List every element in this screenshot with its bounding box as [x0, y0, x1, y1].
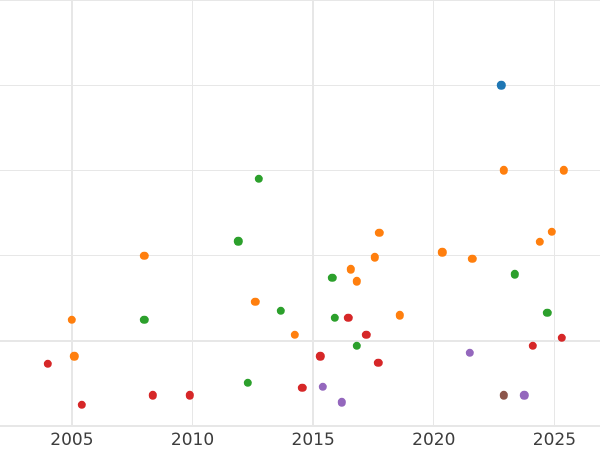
gridline-vertical — [312, 0, 314, 427]
data-point-red — [77, 400, 86, 410]
x-tick-label: 2010 — [170, 430, 215, 450]
gridline-vertical — [71, 0, 73, 427]
gridline-vertical — [433, 0, 435, 427]
data-point-red — [343, 313, 353, 323]
gridline-vertical — [191, 0, 194, 427]
data-point-purple — [520, 391, 529, 400]
gridline-horizontal — [0, 254, 600, 257]
data-point-red — [316, 352, 325, 361]
data-point-orange — [559, 166, 569, 175]
data-point-red — [185, 391, 195, 400]
data-point-orange — [535, 237, 545, 247]
gridline-horizontal — [0, 0, 600, 1]
x-tick-label: 2020 — [412, 430, 456, 450]
gridline-vertical — [553, 0, 556, 427]
x-tick-label: 2015 — [291, 430, 335, 450]
data-point-green — [352, 341, 361, 351]
data-point-red — [362, 330, 371, 340]
gridline-horizontal — [0, 84, 600, 86]
data-point-orange — [375, 228, 384, 237]
data-point-orange — [251, 297, 260, 306]
data-point-red — [528, 341, 537, 351]
data-point-orange — [395, 311, 405, 320]
data-point-orange — [499, 166, 508, 175]
x-tick-label: 2025 — [532, 430, 577, 450]
gridline-horizontal — [0, 340, 600, 342]
data-point-green — [243, 378, 253, 387]
data-point-green — [510, 270, 519, 279]
data-point-green — [330, 313, 340, 323]
gridline-horizontal — [0, 169, 600, 172]
data-point-orange — [370, 253, 379, 262]
data-point-green — [234, 236, 243, 246]
x-tick-label: 2005 — [50, 430, 94, 450]
data-point-orange — [70, 352, 79, 361]
data-point-red — [557, 333, 566, 342]
data-point-brown — [499, 391, 508, 400]
data-point-purple — [465, 348, 475, 358]
data-point-green — [140, 315, 149, 324]
data-point-orange — [438, 248, 447, 257]
data-point-orange — [140, 251, 149, 260]
data-point-purple — [337, 398, 347, 407]
data-point-red — [298, 383, 307, 392]
data-point-orange — [346, 265, 355, 274]
data-point-orange — [290, 330, 300, 340]
data-point-purple — [318, 382, 327, 392]
gridline-horizontal — [0, 425, 600, 427]
data-point-red — [43, 359, 52, 369]
data-point-orange — [67, 315, 77, 324]
data-point-red — [374, 358, 383, 368]
data-point-green — [542, 308, 552, 317]
data-point-orange — [547, 227, 557, 237]
data-point-orange — [468, 254, 477, 264]
data-point-green — [328, 273, 337, 283]
data-point-orange — [352, 277, 361, 286]
data-point-green — [276, 306, 285, 316]
data-point-green — [254, 174, 264, 184]
data-point-red — [148, 391, 157, 400]
data-point-blue — [497, 81, 506, 90]
